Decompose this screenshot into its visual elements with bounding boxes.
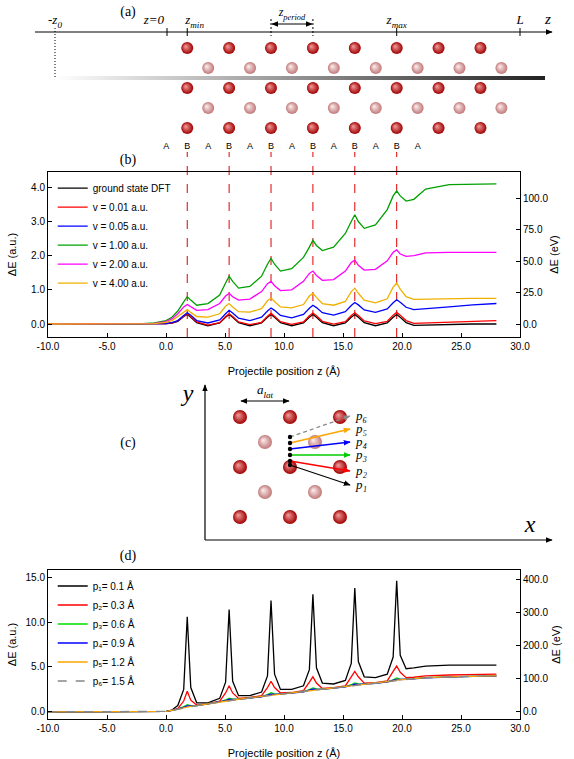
svg-text:x: x bbox=[524, 511, 536, 537]
svg-text:z: z bbox=[544, 11, 551, 27]
svg-text:B: B bbox=[394, 141, 400, 151]
svg-text:A: A bbox=[415, 141, 421, 151]
svg-text:30.0: 30.0 bbox=[510, 341, 530, 352]
svg-text:100.0: 100.0 bbox=[523, 193, 548, 204]
svg-text:p₆= 1.5 Å: p₆= 1.5 Å bbox=[93, 675, 135, 687]
svg-text:25.0: 25.0 bbox=[451, 723, 471, 734]
svg-text:p₅: p₅ bbox=[355, 421, 367, 436]
svg-text:25.0: 25.0 bbox=[451, 341, 471, 352]
svg-text:p₄= 0.9 Å: p₄= 0.9 Å bbox=[93, 637, 135, 649]
svg-text:-z0: -z0 bbox=[48, 12, 62, 30]
svg-text:v = 1.00 a.u.: v = 1.00 a.u. bbox=[93, 240, 148, 251]
svg-text:10.0: 10.0 bbox=[274, 341, 294, 352]
svg-text:B: B bbox=[268, 141, 274, 151]
svg-text:15.0: 15.0 bbox=[333, 723, 353, 734]
svg-text:0.0: 0.0 bbox=[31, 706, 45, 717]
svg-text:ΔE (eV): ΔE (eV) bbox=[548, 235, 560, 274]
svg-text:B: B bbox=[310, 141, 316, 151]
svg-text:-10.0: -10.0 bbox=[37, 341, 60, 352]
svg-text:-10.0: -10.0 bbox=[37, 723, 60, 734]
svg-text:y: y bbox=[181, 380, 194, 406]
svg-text:(a): (a) bbox=[120, 4, 136, 20]
svg-text:5.0: 5.0 bbox=[218, 341, 232, 352]
svg-text:1.0: 1.0 bbox=[31, 284, 45, 295]
svg-text:-5.0: -5.0 bbox=[98, 341, 116, 352]
svg-text:3.0: 3.0 bbox=[31, 216, 45, 227]
svg-text:200.0: 200.0 bbox=[523, 640, 548, 651]
svg-text:ΔE (eV): ΔE (eV) bbox=[550, 625, 562, 664]
svg-text:5.0: 5.0 bbox=[218, 723, 232, 734]
svg-text:10.0: 10.0 bbox=[26, 617, 46, 628]
svg-text:20.0: 20.0 bbox=[392, 723, 412, 734]
svg-text:A: A bbox=[373, 141, 379, 151]
svg-text:15.0: 15.0 bbox=[333, 341, 353, 352]
svg-text:4.0: 4.0 bbox=[31, 182, 45, 193]
svg-text:B: B bbox=[352, 141, 358, 151]
svg-text:B: B bbox=[226, 141, 232, 151]
svg-text:A: A bbox=[331, 141, 337, 151]
svg-text:p₃: p₃ bbox=[355, 447, 367, 462]
svg-text:v = 4.00 a.u.: v = 4.00 a.u. bbox=[93, 278, 148, 289]
svg-text:Projectile position z (Å): Projectile position z (Å) bbox=[228, 747, 341, 759]
svg-text:p₆: p₆ bbox=[355, 408, 367, 423]
svg-text:p₁: p₁ bbox=[355, 477, 367, 492]
svg-text:75.0: 75.0 bbox=[523, 224, 543, 235]
svg-text:A: A bbox=[205, 141, 211, 151]
svg-text:p₃= 0.6 Å: p₃= 0.6 Å bbox=[93, 618, 135, 630]
svg-text:alat: alat bbox=[257, 382, 274, 400]
svg-text:(b): (b) bbox=[120, 152, 137, 168]
svg-text:0.0: 0.0 bbox=[159, 341, 173, 352]
svg-text:v = 0.01 a.u.: v = 0.01 a.u. bbox=[93, 202, 148, 213]
svg-text:zmin: zmin bbox=[184, 12, 204, 30]
svg-text:v = 2.00 a.u.: v = 2.00 a.u. bbox=[93, 259, 148, 270]
svg-text:ΔE (a.u.): ΔE (a.u.) bbox=[6, 233, 18, 276]
svg-text:p₂= 0.3 Å: p₂= 0.3 Å bbox=[93, 599, 135, 611]
svg-text:L: L bbox=[515, 12, 523, 27]
svg-text:(d): (d) bbox=[120, 548, 137, 564]
svg-text:0.0: 0.0 bbox=[523, 319, 537, 330]
svg-text:(c): (c) bbox=[120, 435, 136, 451]
svg-text:30.0: 30.0 bbox=[510, 723, 530, 734]
svg-text:10.0: 10.0 bbox=[274, 723, 294, 734]
svg-text:p₅= 1.2 Å: p₅= 1.2 Å bbox=[93, 656, 135, 668]
svg-text:300.0: 300.0 bbox=[523, 607, 548, 618]
svg-text:5.0: 5.0 bbox=[31, 661, 45, 672]
svg-text:v = 0.05 a.u.: v = 0.05 a.u. bbox=[93, 221, 148, 232]
svg-text:A: A bbox=[163, 141, 169, 151]
svg-text:ΔE (a.u.): ΔE (a.u.) bbox=[6, 623, 18, 666]
svg-text:2.0: 2.0 bbox=[31, 250, 45, 261]
svg-text:Projectile position z (Å): Projectile position z (Å) bbox=[228, 365, 341, 377]
svg-text:A: A bbox=[247, 141, 253, 151]
svg-text:A: A bbox=[289, 141, 295, 151]
svg-text:100.0: 100.0 bbox=[523, 673, 548, 684]
svg-text:0.0: 0.0 bbox=[31, 319, 45, 330]
svg-text:p₁= 0.1 Å: p₁= 0.1 Å bbox=[93, 580, 134, 592]
svg-text:p₄: p₄ bbox=[355, 434, 368, 449]
svg-text:B: B bbox=[184, 141, 190, 151]
svg-text:25.0: 25.0 bbox=[523, 287, 543, 298]
svg-text:50.0: 50.0 bbox=[523, 256, 543, 267]
svg-text:15.0: 15.0 bbox=[26, 572, 46, 583]
svg-text:400.0: 400.0 bbox=[523, 574, 548, 585]
svg-text:20.0: 20.0 bbox=[392, 341, 412, 352]
svg-text:0.0: 0.0 bbox=[523, 706, 537, 717]
svg-text:zmax: zmax bbox=[386, 12, 407, 30]
svg-text:p₂: p₂ bbox=[355, 463, 368, 478]
svg-text:-5.0: -5.0 bbox=[98, 723, 116, 734]
svg-text:zperiod: zperiod bbox=[278, 5, 306, 22]
svg-text:0.0: 0.0 bbox=[159, 723, 173, 734]
svg-text:z=0: z=0 bbox=[143, 12, 165, 27]
svg-text:ground state DFT: ground state DFT bbox=[93, 183, 171, 194]
